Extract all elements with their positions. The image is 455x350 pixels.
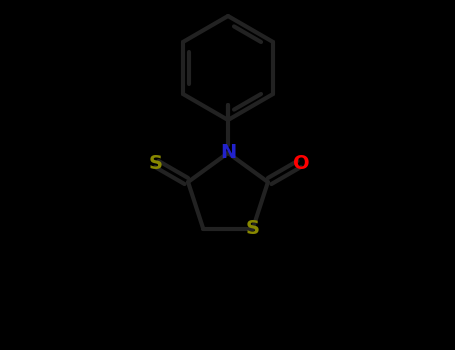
Text: S: S — [246, 219, 260, 238]
Text: N: N — [220, 144, 236, 162]
Text: S: S — [148, 154, 162, 173]
Text: O: O — [293, 154, 309, 173]
